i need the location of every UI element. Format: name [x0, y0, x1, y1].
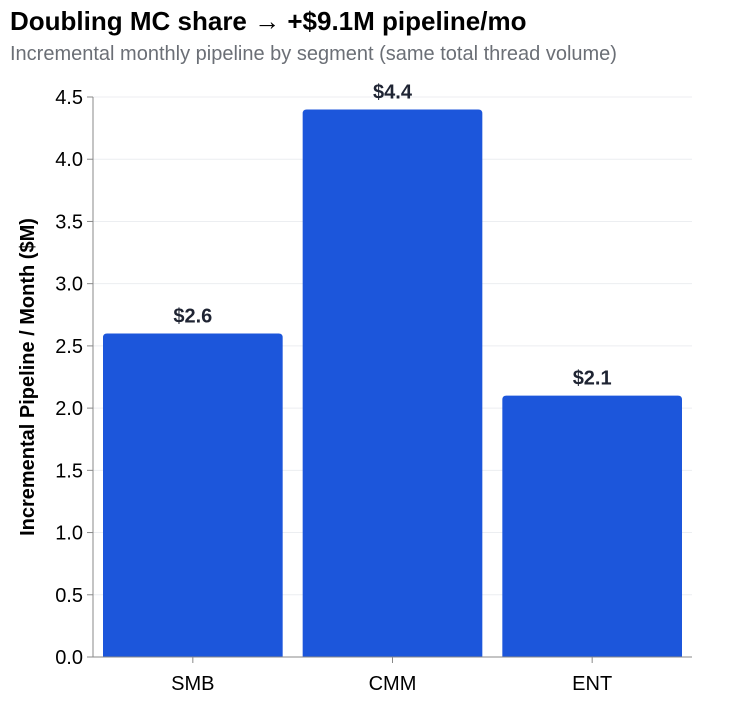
y-tick-label: 1.5 [55, 460, 83, 482]
y-tick-label: 3.5 [55, 211, 83, 233]
y-tick-label: 2.5 [55, 336, 83, 358]
x-tick-label: ENT [572, 673, 612, 695]
x-tick-label: CMM [369, 673, 417, 695]
data-label: $2.6 [173, 305, 212, 327]
y-tick-label: 1.0 [55, 523, 83, 545]
y-tick-label: 2.0 [55, 398, 83, 420]
data-label: $2.1 [573, 368, 612, 390]
bar-cmm [302, 109, 483, 657]
bar-smb [103, 333, 283, 657]
chart-title: Doubling MC share → +$9.1M pipeline/mo [10, 6, 527, 36]
labels: 0.0 0.5 1.0 1.5 2.0 2.5 3.0 3.5 4.0 4.5 $2.6 SMB $4.… [55, 81, 612, 695]
y-tick-label: 0.5 [55, 585, 83, 607]
y-tick-label: 0.0 [55, 647, 83, 669]
chart-subtitle: Incremental monthly pipeline by segment … [10, 43, 617, 65]
bars [103, 109, 682, 657]
y-tick-label: 3.0 [55, 274, 83, 296]
y-tick-label: 4.5 [55, 87, 83, 109]
x-tick-label: SMB [171, 673, 214, 695]
data-label: $4.4 [373, 81, 413, 103]
bar-ent [502, 395, 682, 657]
y-axis-title: Incremental Pipeline / Month ($M) [17, 218, 39, 536]
y-tick-label: 4.0 [55, 149, 83, 171]
axes [87, 96, 692, 663]
